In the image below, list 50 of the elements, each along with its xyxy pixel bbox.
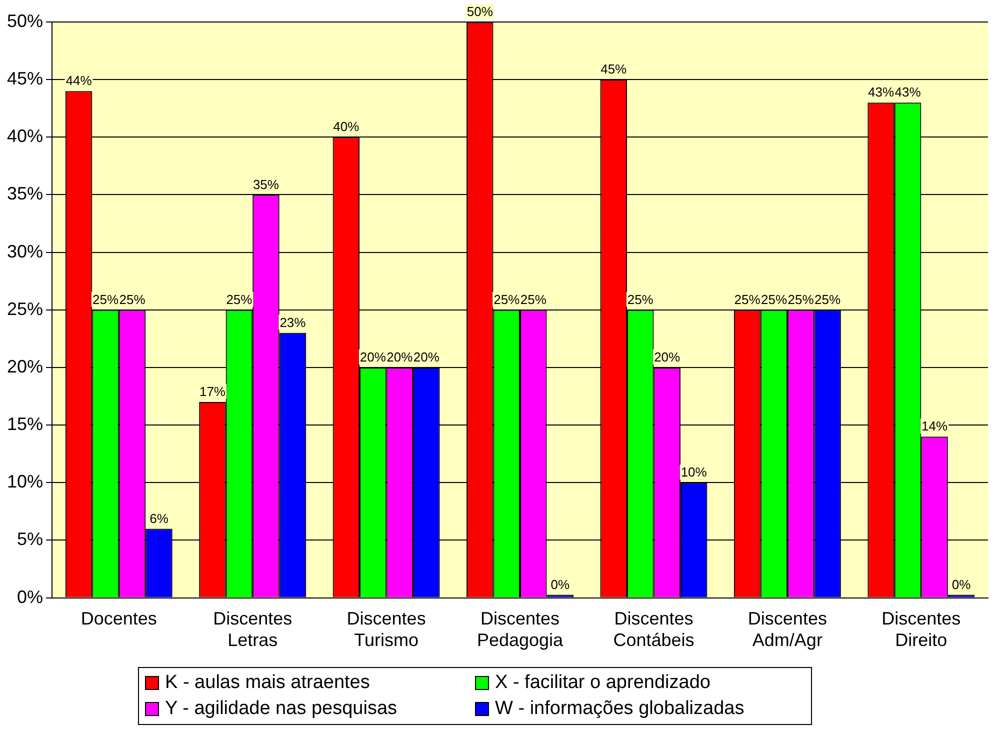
data-label: 43% [894,84,922,100]
y-tick-label: 20% [6,356,44,376]
x-tick-label: Discentes Adm/Agr [748,608,827,650]
data-label: 35% [252,176,280,192]
data-label: 25% [814,292,841,307]
data-label: 17% [199,384,226,400]
x-tick-label: Discentes Direito [882,608,961,650]
legend-label: K - aulas mais atraentes [165,672,370,694]
data-label: 20% [386,350,414,365]
y-tick-label: 0% [17,586,44,607]
y-tick-label: 40% [6,126,44,146]
y-tick-label: 50% [6,10,44,31]
data-label: 25% [761,292,788,307]
y-tick-label: 15% [6,414,44,434]
data-label: 25% [494,292,520,307]
x-tick-label: Discentes Pedagogia [476,608,564,650]
legend-label: Y - agilidade nas pesquisas [165,698,398,720]
data-label: 20% [360,350,386,365]
data-label: 40% [333,119,360,134]
data-label: 43% [868,84,894,100]
data-label: 25% [520,292,547,307]
data-label: 25% [788,292,814,307]
data-label: 10% [680,464,708,480]
data-label: 25% [92,292,119,307]
data-label: 23% [280,315,306,330]
legend-label: W - informações globalizadas [495,698,744,720]
y-tick-label: 35% [6,184,44,204]
y-tick-label: 30% [6,241,44,262]
y-tick-label: 25% [6,298,44,319]
y-tick-label: 5% [17,529,44,550]
data-label: 25% [734,292,761,307]
data-label: 25% [627,292,654,307]
x-tick-label: Discentes Contábeis [613,608,694,650]
data-label: 0% [952,576,972,592]
x-tick-label: Discentes Turismo [346,608,426,650]
data-label: 0% [550,576,570,592]
y-tick-label: 45% [6,68,44,89]
data-label: 20% [413,350,440,365]
data-label: 25% [226,292,253,307]
data-label: 6% [150,510,169,526]
x-tick-label: Discentes Letras [213,608,292,650]
data-label: 45% [600,62,628,77]
data-label: 25% [119,292,146,307]
data-label: 44% [66,73,92,88]
x-tick-label: Docentes [80,608,157,629]
legend-label: X - facilitar o aprendizado [495,672,710,694]
data-label: 50% [466,4,494,20]
y-tick-label: 10% [6,472,44,492]
data-label: 14% [922,418,948,434]
data-label: 20% [654,350,681,365]
